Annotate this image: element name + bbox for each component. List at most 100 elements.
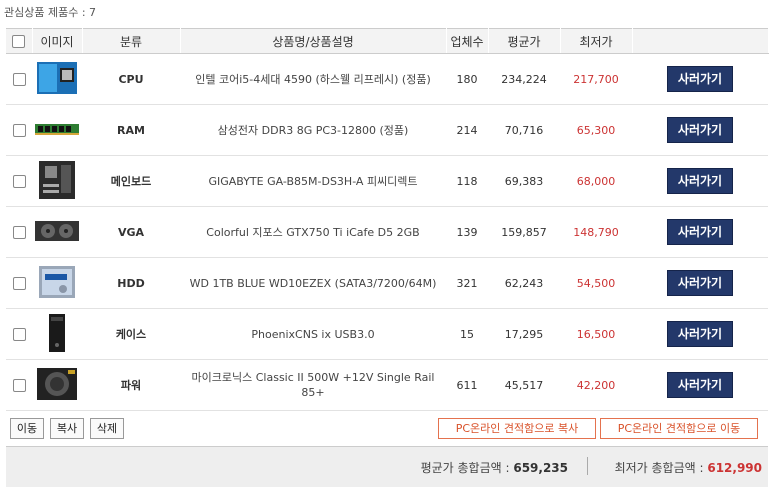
table-header-row: 이미지 분류 상품명/상품설명 업체수 평균가 최저가 — [6, 28, 769, 54]
product-name-link[interactable]: WD 1TB BLUE WD10EZEX (SATA3/7200/64M) — [180, 257, 446, 309]
move-button[interactable]: 이동 — [10, 418, 44, 439]
copy-button[interactable]: 복사 — [50, 418, 84, 439]
vendor-count: 15 — [446, 308, 488, 360]
row-checkbox[interactable] — [12, 225, 26, 239]
avg-total-label: 평균가 총합금액 : — [420, 461, 510, 475]
vendor-count: 180 — [446, 53, 488, 105]
row-select-cell — [6, 359, 32, 411]
cpu-box-image[interactable] — [33, 58, 81, 98]
vendor-count: 611 — [446, 359, 488, 411]
product-category: VGA — [82, 206, 180, 258]
row-checkbox[interactable] — [12, 174, 26, 188]
header-product-name: 상품명/상품설명 — [180, 28, 447, 54]
select-all-checkbox[interactable] — [12, 35, 26, 48]
vendor-count: 118 — [446, 155, 488, 207]
row-select-cell — [6, 155, 32, 207]
header-buy — [632, 28, 769, 54]
buy-button[interactable]: 사러가기 — [667, 321, 733, 347]
row-select-cell — [6, 104, 32, 156]
product-name-link[interactable]: Colorful 지포스 GTX750 Ti iCafe D5 2GB — [180, 206, 446, 258]
avg-price: 45,517 — [488, 359, 560, 411]
avg-price: 70,716 — [488, 104, 560, 156]
summary-bar: 평균가 총합금액 : 659,235 최저가 총합금액 : 612,990 — [6, 446, 768, 487]
buy-cell: 사러가기 — [632, 155, 768, 207]
pc-case-image[interactable] — [33, 313, 81, 353]
buy-button[interactable]: 사러가기 — [667, 117, 733, 143]
power-supply-image[interactable] — [33, 364, 81, 404]
avg-total: 평균가 총합금액 : 659,235 — [421, 459, 568, 476]
lowest-price: 42,200 — [560, 359, 632, 411]
table-row: CPU 인텔 코어i5-4세대 4590 (하스웰 리프레시) (정품) 180 23… — [6, 53, 768, 105]
delete-button[interactable]: 삭제 — [90, 418, 124, 439]
avg-price: 17,295 — [488, 308, 560, 360]
low-total-value: 612,990 — [707, 461, 762, 475]
table-row: RAM 삼성전자 DDR3 8G PC3-12800 (정품) 214 70,716 6… — [6, 104, 768, 156]
product-category: 메인보드 — [82, 155, 180, 207]
table-row: 메인보드 GIGABYTE GA-B85M-DS3H-A 피씨디렉트 118 69,3… — [6, 155, 768, 207]
table-row: HDD WD 1TB BLUE WD10EZEX (SATA3/7200/64M)… — [6, 257, 768, 309]
buy-cell: 사러가기 — [632, 308, 768, 360]
header-category: 분류 — [82, 28, 181, 54]
lowest-price: 16,500 — [560, 308, 632, 360]
lowest-price: 54,500 — [560, 257, 632, 309]
row-select-cell — [6, 53, 32, 105]
buy-cell: 사러가기 — [632, 359, 768, 411]
product-image-cell — [32, 359, 82, 411]
row-checkbox[interactable] — [12, 123, 26, 137]
row-select-cell — [6, 308, 32, 360]
product-name-link[interactable]: GIGABYTE GA-B85M-DS3H-A 피씨디렉트 — [180, 155, 446, 207]
row-select-cell — [6, 257, 32, 309]
motherboard-image[interactable] — [33, 160, 81, 200]
product-image-cell — [32, 206, 82, 258]
buy-button[interactable]: 사러가기 — [667, 372, 733, 398]
product-image-cell — [32, 308, 82, 360]
product-category: RAM — [82, 104, 180, 156]
copy-to-quote-button[interactable]: PC온라인 견적함으로 복사 — [438, 418, 596, 439]
vendor-count: 139 — [446, 206, 488, 258]
table-row: 케이스 PhoenixCNS ix USB3.0 15 17,295 16,500 사러가… — [6, 308, 768, 360]
row-checkbox[interactable] — [12, 72, 26, 86]
buy-button[interactable]: 사러가기 — [667, 219, 733, 245]
lowest-price: 217,700 — [560, 53, 632, 105]
avg-price: 159,857 — [488, 206, 560, 258]
buy-cell: 사러가기 — [632, 104, 768, 156]
buy-cell: 사러가기 — [632, 206, 768, 258]
product-name-link[interactable]: PhoenixCNS ix USB3.0 — [180, 308, 446, 360]
buy-button[interactable]: 사러가기 — [667, 270, 733, 296]
avg-total-value: 659,235 — [513, 461, 568, 475]
product-category: CPU — [82, 53, 180, 105]
buy-cell: 사러가기 — [632, 53, 768, 105]
product-name-link[interactable]: 인텔 코어i5-4세대 4590 (하스웰 리프레시) (정품) — [180, 53, 446, 105]
move-to-quote-button[interactable]: PC온라인 견적함으로 이동 — [600, 418, 758, 439]
summary-divider — [587, 457, 588, 475]
interest-product-table: 이미지 분류 상품명/상품설명 업체수 평균가 최저가 CPU 인텔 코어i5-4… — [6, 28, 769, 411]
row-select-cell — [6, 206, 32, 258]
graphics-card-image[interactable] — [33, 211, 81, 251]
buy-button[interactable]: 사러가기 — [667, 66, 733, 92]
header-select-all — [6, 28, 33, 54]
product-image-cell — [32, 257, 82, 309]
product-image-cell — [32, 104, 82, 156]
table-row: VGA Colorful 지포스 GTX750 Ti iCafe D5 2GB 13… — [6, 206, 768, 258]
lowest-price: 65,300 — [560, 104, 632, 156]
product-name-link[interactable]: 마이크로닉스 Classic II 500W +12V Single Rail … — [180, 359, 446, 411]
vendor-count: 321 — [446, 257, 488, 309]
row-checkbox[interactable] — [12, 327, 26, 341]
lowest-price: 148,790 — [560, 206, 632, 258]
low-total-label: 최저가 총합금액 : — [614, 461, 704, 475]
action-bar: 이동 복사 삭제 PC온라인 견적함으로 복사 PC온라인 견적함으로 이동 — [6, 411, 768, 443]
header-low-price: 최저가 — [560, 28, 633, 54]
row-checkbox[interactable] — [12, 378, 26, 392]
product-image-cell — [32, 155, 82, 207]
hard-disk-image[interactable] — [33, 262, 81, 302]
buy-button[interactable]: 사러가기 — [667, 168, 733, 194]
low-total: 최저가 총합금액 : 612,990 — [615, 459, 762, 476]
row-checkbox[interactable] — [12, 276, 26, 290]
vendor-count: 214 — [446, 104, 488, 156]
ram-stick-image[interactable] — [33, 109, 81, 149]
product-category: 파워 — [82, 359, 180, 411]
product-image-cell — [32, 53, 82, 105]
product-name-link[interactable]: 삼성전자 DDR3 8G PC3-12800 (정품) — [180, 104, 446, 156]
avg-price: 69,383 — [488, 155, 560, 207]
interest-count: 관심상품 제품수 : 7 — [4, 6, 97, 19]
